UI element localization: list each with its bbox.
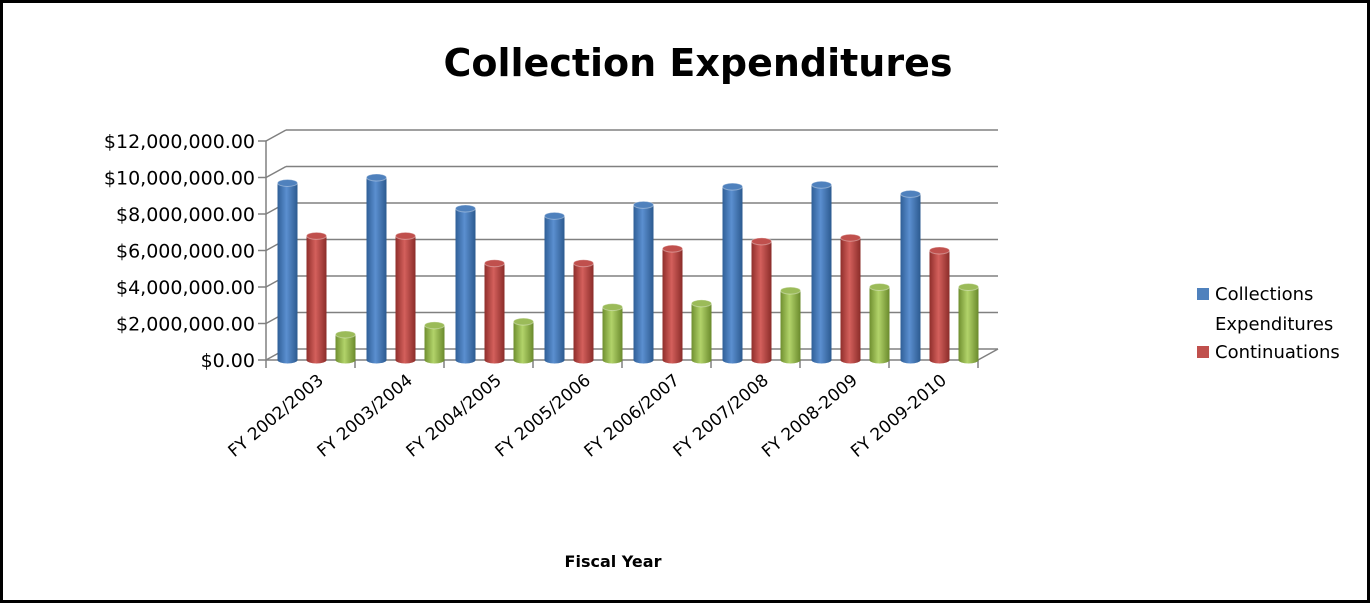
gridline-depth [265, 129, 287, 142]
bar [484, 259, 505, 364]
legend-item: Continuations [1197, 342, 1340, 363]
bar [780, 286, 801, 364]
x-category-label: FY 2003/2004 [314, 371, 417, 462]
y-tick-label: $6,000,000.00 [116, 241, 255, 263]
y-tick-label: $8,000,000.00 [116, 204, 255, 226]
bar [811, 180, 832, 364]
bar [751, 237, 772, 364]
x-category-label: FY 2009-2010 [847, 371, 950, 462]
bar [306, 231, 327, 364]
x-category-label: FY 2002/2003 [225, 371, 328, 462]
bar [513, 317, 534, 364]
x-category-label: FY 2005/2006 [492, 371, 595, 462]
x-axis-label: Fiscal Year [565, 552, 662, 571]
bars-group [277, 173, 979, 364]
x-category-label: FY 2007/2008 [670, 371, 773, 462]
y-axis-ticks: $0.00 $2,000,000.00 $4,000,000.00 $6,000,00… [104, 131, 255, 372]
floor-edge [977, 348, 999, 361]
bar [544, 211, 565, 364]
gridline-depth [265, 165, 287, 179]
bar [335, 330, 356, 364]
bar [395, 231, 416, 364]
x-category-label: FY 2004/2005 [403, 371, 506, 462]
bar [722, 182, 743, 364]
y-tick-label: $0.00 [201, 350, 255, 372]
bar [900, 189, 921, 364]
x-category-label: FY 2008-2009 [758, 371, 861, 462]
bar [633, 200, 654, 364]
bar [662, 244, 683, 364]
legend-label: Continuations [1215, 342, 1340, 363]
legend-swatch [1197, 288, 1209, 300]
y-tick-label: $12,000,000.00 [104, 131, 255, 153]
chart-svg: Collection Expenditures $0.00 $2,000,000.… [104, 41, 1340, 571]
legend-label: Expenditures [1215, 314, 1333, 335]
x-category-label: FY 2006/2007 [581, 371, 684, 462]
chart-title: Collection Expenditures [444, 41, 953, 85]
bar [455, 204, 476, 364]
bar [573, 259, 594, 364]
legend-label: Collections [1215, 284, 1313, 305]
legend-item: Collections Expenditures [1197, 284, 1333, 335]
y-tick-label: $2,000,000.00 [116, 314, 255, 336]
bar [602, 303, 623, 364]
bar [277, 178, 298, 364]
legend: Collections Expenditures Continuations [1197, 284, 1340, 363]
bar [366, 173, 387, 364]
y-tick-label: $10,000,000.00 [104, 168, 255, 190]
y-tick-label: $4,000,000.00 [116, 277, 255, 299]
bar [424, 321, 445, 364]
bar [929, 246, 950, 364]
bar [840, 233, 861, 364]
bar [958, 283, 979, 364]
legend-swatch [1197, 346, 1209, 358]
bar [691, 299, 712, 364]
bar [869, 283, 890, 364]
